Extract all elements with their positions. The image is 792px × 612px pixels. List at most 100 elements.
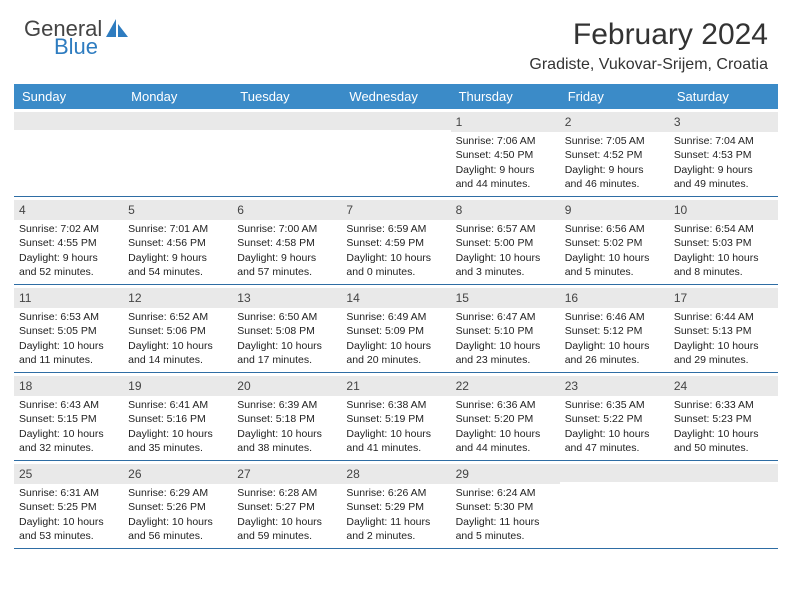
sunrise-text: Sunrise: 7:00 AM [237, 222, 336, 236]
week-row: 25Sunrise: 6:31 AMSunset: 5:25 PMDayligh… [14, 461, 778, 549]
daylight-text-1: Daylight: 10 hours [456, 427, 555, 441]
sunrise-text: Sunrise: 6:29 AM [128, 486, 227, 500]
sunset-text: Sunset: 5:22 PM [565, 412, 664, 426]
day-number: 23 [565, 379, 578, 393]
daylight-text-2: and 5 minutes. [456, 529, 555, 543]
day-cell: 9Sunrise: 6:56 AMSunset: 5:02 PMDaylight… [560, 197, 669, 284]
day-number: 18 [19, 379, 32, 393]
daylight-text-1: Daylight: 10 hours [346, 339, 445, 353]
day-number-band: 4 [14, 200, 123, 220]
day-number: 10 [674, 203, 687, 217]
sunrise-text: Sunrise: 6:47 AM [456, 310, 555, 324]
day-cell: 13Sunrise: 6:50 AMSunset: 5:08 PMDayligh… [232, 285, 341, 372]
daylight-text-1: Daylight: 9 hours [19, 251, 118, 265]
sunrise-text: Sunrise: 6:36 AM [456, 398, 555, 412]
day-number-band: 9 [560, 200, 669, 220]
daylight-text-1: Daylight: 10 hours [456, 339, 555, 353]
sunset-text: Sunset: 5:12 PM [565, 324, 664, 338]
day-number: 19 [128, 379, 141, 393]
day-number: 22 [456, 379, 469, 393]
daylight-text-2: and 0 minutes. [346, 265, 445, 279]
day-number-band [341, 112, 450, 130]
day-number-band [123, 112, 232, 130]
sunset-text: Sunset: 5:10 PM [456, 324, 555, 338]
day-number-band [14, 112, 123, 130]
day-header: Thursday [451, 84, 560, 109]
daylight-text-2: and 20 minutes. [346, 353, 445, 367]
day-number: 27 [237, 467, 250, 481]
daylight-text-2: and 32 minutes. [19, 441, 118, 455]
daylight-text-2: and 47 minutes. [565, 441, 664, 455]
sunset-text: Sunset: 5:27 PM [237, 500, 336, 514]
daylight-text-2: and 17 minutes. [237, 353, 336, 367]
daylight-text-1: Daylight: 9 hours [565, 163, 664, 177]
day-number-band: 18 [14, 376, 123, 396]
day-number: 28 [346, 467, 359, 481]
sunset-text: Sunset: 5:05 PM [19, 324, 118, 338]
day-number: 9 [565, 203, 572, 217]
day-cell: 14Sunrise: 6:49 AMSunset: 5:09 PMDayligh… [341, 285, 450, 372]
day-cell: 7Sunrise: 6:59 AMSunset: 4:59 PMDaylight… [341, 197, 450, 284]
day-number-band: 24 [669, 376, 778, 396]
day-number: 4 [19, 203, 26, 217]
sunrise-text: Sunrise: 6:56 AM [565, 222, 664, 236]
daylight-text-2: and 23 minutes. [456, 353, 555, 367]
day-number-band: 8 [451, 200, 560, 220]
week-row: 11Sunrise: 6:53 AMSunset: 5:05 PMDayligh… [14, 285, 778, 373]
sunrise-text: Sunrise: 6:24 AM [456, 486, 555, 500]
daylight-text-1: Daylight: 9 hours [128, 251, 227, 265]
day-cell: 26Sunrise: 6:29 AMSunset: 5:26 PMDayligh… [123, 461, 232, 548]
sunrise-text: Sunrise: 7:01 AM [128, 222, 227, 236]
day-number-band: 21 [341, 376, 450, 396]
sunset-text: Sunset: 5:23 PM [674, 412, 773, 426]
sunset-text: Sunset: 4:50 PM [456, 148, 555, 162]
day-cell [123, 109, 232, 196]
day-number: 20 [237, 379, 250, 393]
sunset-text: Sunset: 5:06 PM [128, 324, 227, 338]
sunset-text: Sunset: 4:59 PM [346, 236, 445, 250]
sunrise-text: Sunrise: 6:50 AM [237, 310, 336, 324]
sunrise-text: Sunrise: 7:05 AM [565, 134, 664, 148]
day-number: 26 [128, 467, 141, 481]
daylight-text-1: Daylight: 10 hours [346, 251, 445, 265]
daylight-text-2: and 11 minutes. [19, 353, 118, 367]
day-number-band: 15 [451, 288, 560, 308]
daylight-text-1: Daylight: 10 hours [19, 427, 118, 441]
day-number-band: 19 [123, 376, 232, 396]
day-header: Monday [123, 84, 232, 109]
sunrise-text: Sunrise: 6:43 AM [19, 398, 118, 412]
day-number-band: 16 [560, 288, 669, 308]
daylight-text-1: Daylight: 10 hours [674, 339, 773, 353]
day-cell: 29Sunrise: 6:24 AMSunset: 5:30 PMDayligh… [451, 461, 560, 548]
day-header-row: SundayMondayTuesdayWednesdayThursdayFrid… [14, 84, 778, 109]
sunrise-text: Sunrise: 6:41 AM [128, 398, 227, 412]
day-number-band: 13 [232, 288, 341, 308]
daylight-text-2: and 29 minutes. [674, 353, 773, 367]
day-number-band [232, 112, 341, 130]
sunrise-text: Sunrise: 6:33 AM [674, 398, 773, 412]
daylight-text-1: Daylight: 10 hours [346, 427, 445, 441]
day-number-band: 14 [341, 288, 450, 308]
day-number: 17 [674, 291, 687, 305]
day-header: Wednesday [341, 84, 450, 109]
day-cell: 3Sunrise: 7:04 AMSunset: 4:53 PMDaylight… [669, 109, 778, 196]
sunrise-text: Sunrise: 6:35 AM [565, 398, 664, 412]
day-cell: 25Sunrise: 6:31 AMSunset: 5:25 PMDayligh… [14, 461, 123, 548]
month-title: February 2024 [529, 18, 768, 52]
daylight-text-1: Daylight: 10 hours [565, 427, 664, 441]
day-number: 15 [456, 291, 469, 305]
daylight-text-2: and 54 minutes. [128, 265, 227, 279]
daylight-text-1: Daylight: 10 hours [128, 339, 227, 353]
day-number-band [669, 464, 778, 482]
week-row: 4Sunrise: 7:02 AMSunset: 4:55 PMDaylight… [14, 197, 778, 285]
day-number-band: 26 [123, 464, 232, 484]
day-number-band: 23 [560, 376, 669, 396]
daylight-text-2: and 35 minutes. [128, 441, 227, 455]
daylight-text-1: Daylight: 9 hours [456, 163, 555, 177]
day-cell: 5Sunrise: 7:01 AMSunset: 4:56 PMDaylight… [123, 197, 232, 284]
week-row: 1Sunrise: 7:06 AMSunset: 4:50 PMDaylight… [14, 109, 778, 197]
daylight-text-2: and 44 minutes. [456, 177, 555, 191]
daylight-text-2: and 14 minutes. [128, 353, 227, 367]
daylight-text-1: Daylight: 10 hours [237, 339, 336, 353]
sunset-text: Sunset: 5:18 PM [237, 412, 336, 426]
